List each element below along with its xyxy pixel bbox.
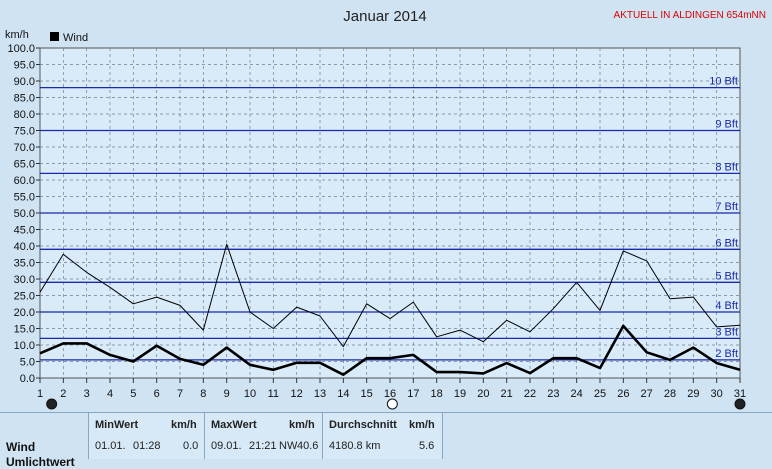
y-tick-label: 85.0 [14, 93, 35, 105]
x-tick-label: 9 [224, 388, 230, 400]
y-tick-label: 90.0 [14, 76, 35, 88]
avg-header: Durchschnitt [329, 419, 397, 431]
max-header: MaxWert [211, 419, 257, 431]
x-tick-label: 20 [477, 388, 489, 400]
max-time: 21:21 [249, 440, 277, 452]
x-tick-label: 6 [154, 388, 160, 400]
x-tick-label: 14 [337, 388, 349, 400]
y-tick-label: 75.0 [14, 126, 35, 138]
x-tick-label: 18 [431, 388, 443, 400]
min-unit: km/h [171, 419, 197, 431]
legend-label: Wind [63, 32, 88, 44]
beaufort-label: 4 Bft [715, 300, 738, 312]
y-tick-label: 25.0 [14, 291, 35, 303]
avg-cell: Durchschnitt km/h 4180.8 km 5.6 [322, 413, 442, 459]
y-tick-label: 95.0 [14, 60, 35, 72]
y-tick-label: 10.0 [14, 340, 35, 352]
footer-row2-label: Umlichtwert [6, 455, 75, 469]
footer-spacer [442, 413, 772, 459]
full-moon-icon [386, 398, 398, 410]
y-tick-label: 15.0 [14, 324, 35, 336]
x-tick-label: 21 [501, 388, 513, 400]
x-tick-label: 25 [594, 388, 606, 400]
x-tick-label: 15 [361, 388, 373, 400]
avg-unit: km/h [409, 419, 435, 431]
beaufort-label: 10 Bft [709, 76, 738, 88]
new-moon-icon [734, 398, 746, 410]
min-cell: MinWert km/h 01.01. 01:28 0.0 [88, 413, 204, 459]
max-value: 40.6 [297, 440, 319, 452]
y-tick-label: 40.0 [14, 241, 35, 253]
beaufort-label: 8 Bft [715, 161, 738, 173]
stats-footer: Wind Umlichtwert MinWert km/h 01.01. 01:… [0, 412, 772, 469]
chart-title: Januar 2014 [343, 8, 426, 25]
y-tick-label: 35.0 [14, 258, 35, 270]
x-tick-label: 24 [571, 388, 583, 400]
new-moon-icon [46, 398, 58, 410]
x-tick-label: 7 [177, 388, 183, 400]
max-direction: NW [279, 440, 298, 452]
y-tick-label: 55.0 [14, 192, 35, 204]
x-tick-label: 26 [617, 388, 629, 400]
footer-row-label: Wind [6, 440, 36, 454]
legend-swatch [50, 32, 59, 41]
x-tick-label: 11 [268, 388, 279, 400]
y-unit-label: km/h [5, 29, 29, 41]
x-tick-label: 12 [291, 388, 303, 400]
x-tick-label: 30 [711, 388, 723, 400]
x-tick-label: 31 [734, 388, 746, 400]
x-tick-label: 23 [547, 388, 559, 400]
max-unit: km/h [289, 419, 315, 431]
min-date: 01.01. [95, 440, 126, 452]
y-tick-label: 45.0 [14, 225, 35, 237]
x-tick-label: 4 [107, 388, 113, 400]
series-line-gust [39, 243, 741, 348]
beaufort-label: 9 Bft [715, 119, 738, 131]
x-tick-label: 19 [454, 388, 466, 400]
y-tick-label: 30.0 [14, 274, 35, 286]
max-date: 09.01. [211, 440, 242, 452]
wind-chart: Januar 2014 AKTUELL IN ALDINGEN 654mNN k… [5, 8, 766, 410]
x-tick-label: 5 [130, 388, 136, 400]
x-tick-label: 3 [84, 388, 90, 400]
y-tick-label: 60.0 [14, 175, 35, 187]
beaufort-label: 2 Bft [715, 348, 738, 360]
y-tick-label: 0.0 [20, 373, 35, 385]
x-tick-label: 13 [314, 388, 326, 400]
y-tick-label: 65.0 [14, 159, 35, 171]
x-tick-label: 28 [664, 388, 676, 400]
x-tick-label: 27 [641, 388, 653, 400]
y-tick-label: 80.0 [14, 109, 35, 121]
y-tick-label: 5.0 [20, 357, 35, 369]
min-time: 01:28 [133, 440, 161, 452]
beaufort-label: 5 Bft [715, 270, 738, 282]
beaufort-label: 7 Bft [715, 201, 738, 213]
x-tick-label: 22 [524, 388, 536, 400]
x-tick-label: 17 [407, 388, 419, 400]
x-tick-label: 16 [384, 388, 396, 400]
x-tick-label: 2 [60, 388, 66, 400]
y-tick-label: 20.0 [14, 307, 35, 319]
x-tick-label: 10 [244, 388, 256, 400]
min-value: 0.0 [183, 440, 199, 452]
avg-distance: 4180.8 km [329, 440, 381, 452]
y-tick-label: 100.0 [7, 43, 35, 55]
x-tick-label: 8 [200, 388, 206, 400]
min-header: MinWert [95, 419, 139, 431]
y-tick-label: 70.0 [14, 142, 35, 154]
x-tick-label: 1 [37, 388, 43, 400]
max-cell: MaxWert km/h 09.01. 21:21 NW 40.6 [204, 413, 322, 459]
beaufort-label: 6 Bft [715, 237, 738, 249]
beaufort-label: 3 Bft [715, 326, 738, 338]
x-tick-label: 29 [687, 388, 699, 400]
y-tick-label: 50.0 [14, 208, 35, 220]
avg-value: 5.6 [419, 440, 435, 452]
series-line-mean [39, 324, 741, 377]
station-label: AKTUELL IN ALDINGEN 654mNN [614, 10, 766, 21]
